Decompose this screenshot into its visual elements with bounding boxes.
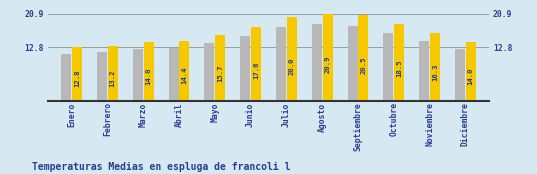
Bar [143,42,154,101]
Text: 20.5: 20.5 [360,56,366,74]
Bar [169,48,179,101]
Bar [466,42,476,101]
Bar [61,54,71,101]
Bar [251,27,261,101]
Text: 20.0: 20.0 [289,57,295,75]
Bar [215,35,225,101]
Bar [179,41,190,101]
Bar [358,15,368,101]
Bar [323,14,332,101]
Bar [287,17,297,101]
Text: 14.0: 14.0 [146,68,151,85]
Bar [347,26,358,101]
Bar [419,41,429,101]
Bar [276,27,286,101]
Bar [97,52,107,101]
Text: 12.8: 12.8 [74,70,80,87]
Text: 13.2: 13.2 [110,69,116,86]
Text: Temperaturas Medias en espluga de francoli l: Temperaturas Medias en espluga de franco… [32,162,291,172]
Bar [240,36,250,101]
Bar [383,33,394,101]
Text: 14.4: 14.4 [182,67,187,84]
Bar [455,49,465,101]
Bar [312,24,322,101]
Text: 18.5: 18.5 [396,60,402,77]
Bar [108,46,118,101]
Text: 20.9: 20.9 [324,56,331,73]
Bar [394,24,404,101]
Text: 16.3: 16.3 [432,64,438,81]
Text: 15.7: 15.7 [217,65,223,82]
Bar [133,49,143,101]
Bar [430,33,440,101]
Text: 17.6: 17.6 [253,61,259,79]
Bar [205,43,214,101]
Text: 14.0: 14.0 [468,68,474,85]
Bar [72,48,82,101]
